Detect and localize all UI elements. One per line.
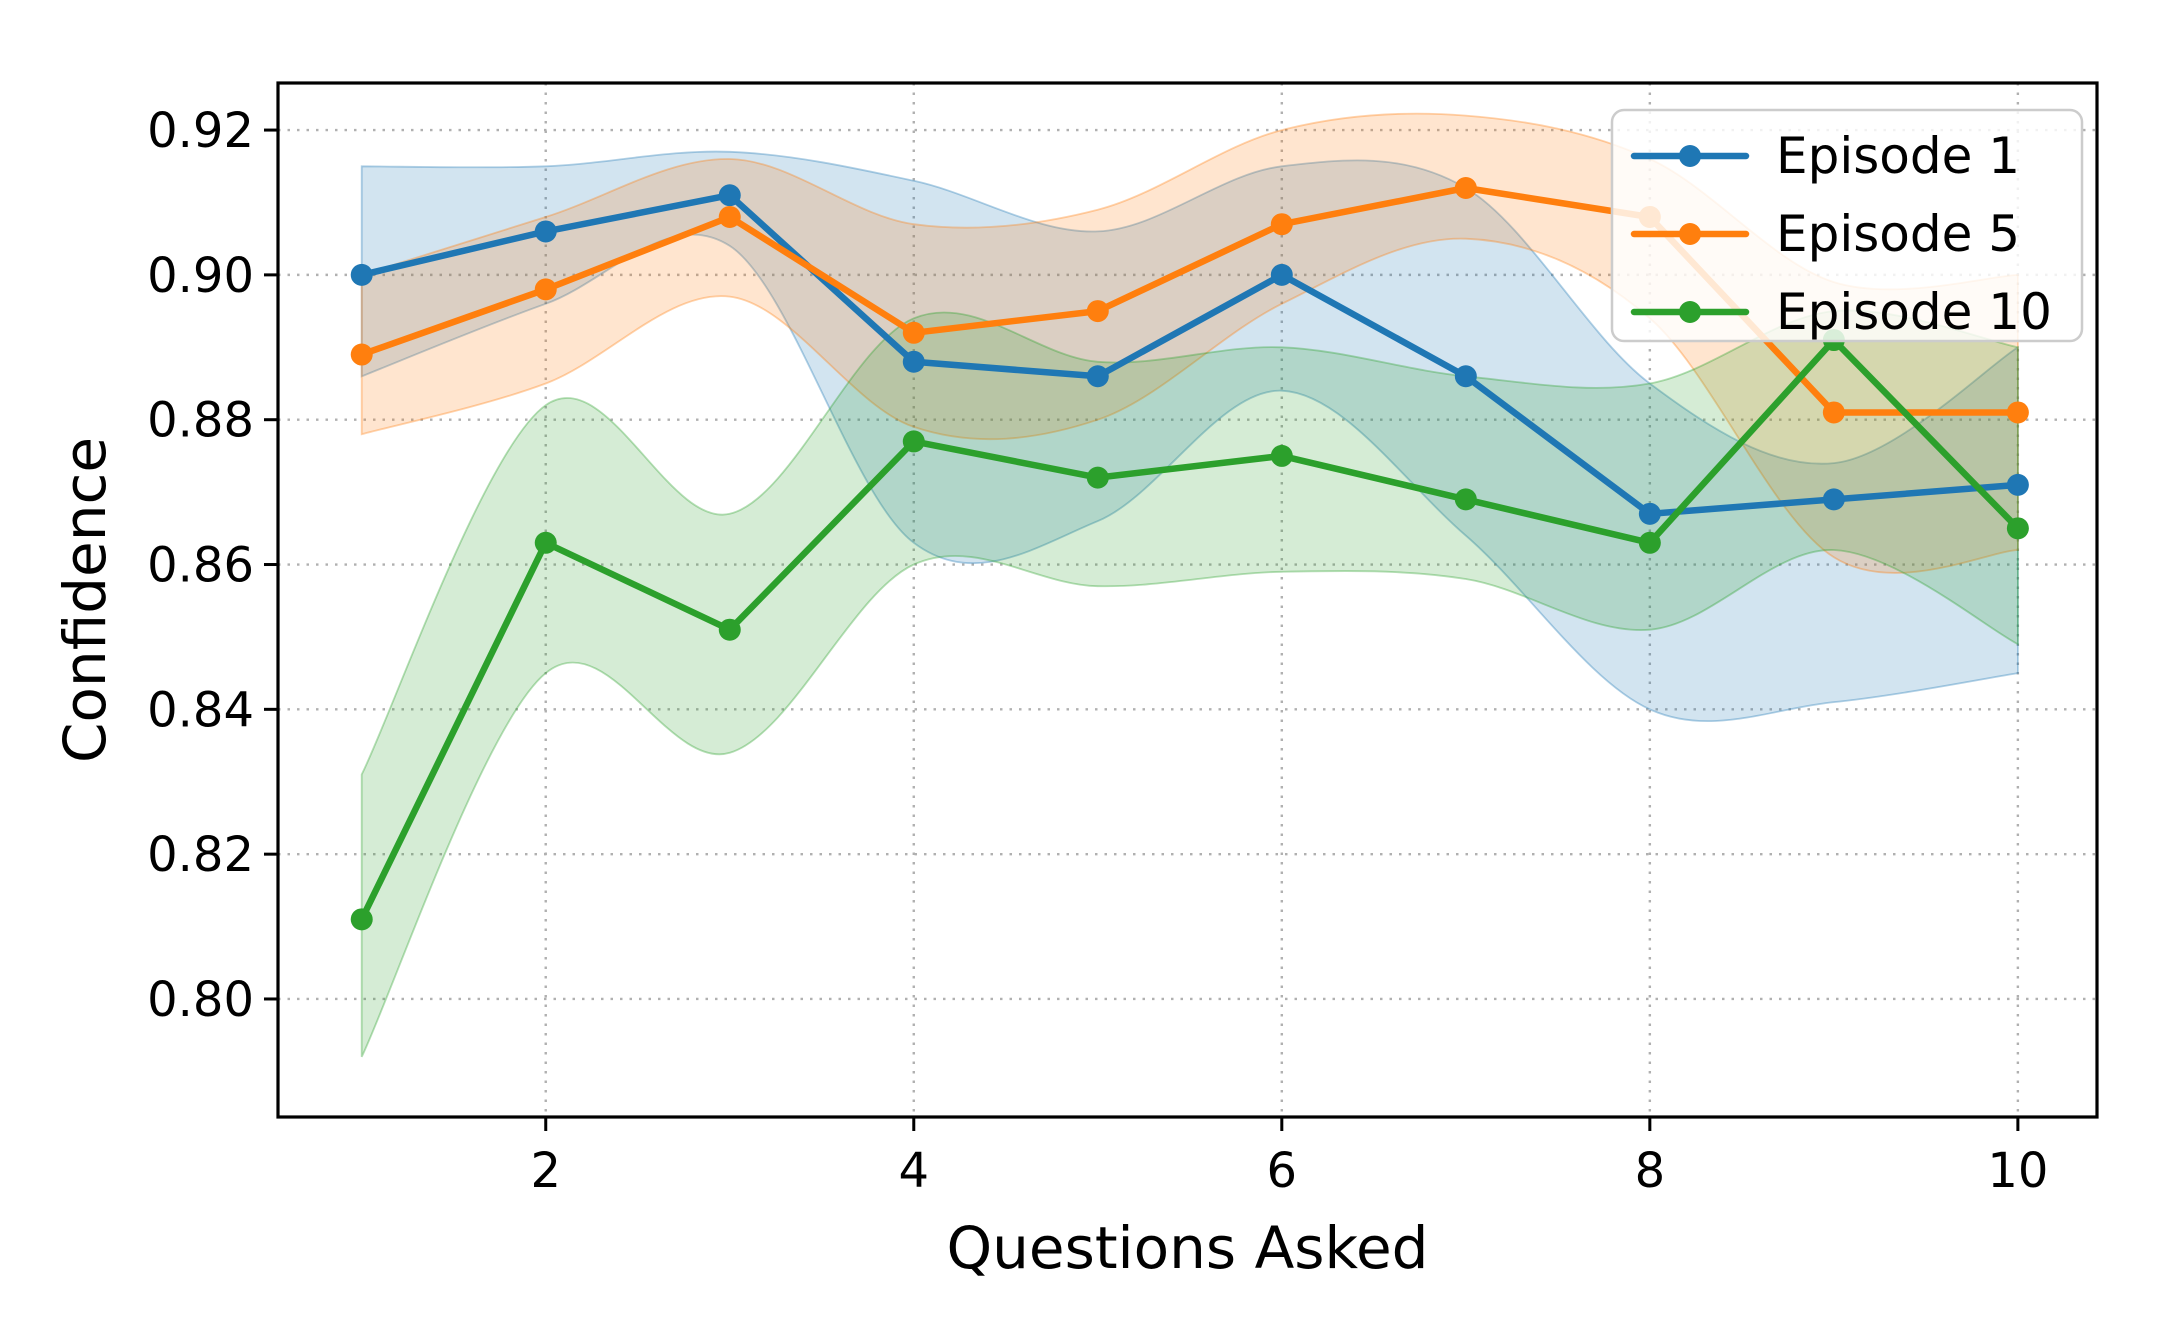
legend-label: Episode 1 xyxy=(1776,127,2020,185)
data-point-marker xyxy=(718,205,741,228)
data-point-marker xyxy=(1454,488,1477,511)
band-layer xyxy=(360,112,2019,1058)
y-tick-label-0.92: 0.92 xyxy=(147,103,254,159)
x-tick-label-2: 2 xyxy=(530,1143,561,1199)
legend-item-episode-10: Episode 10 xyxy=(1630,283,2052,341)
legend-marker-sample xyxy=(1679,301,1701,323)
legend-label: Episode 5 xyxy=(1776,205,2020,263)
data-point-marker xyxy=(1270,444,1293,467)
legend-item-episode-1: Episode 1 xyxy=(1630,127,2020,185)
y-tick-label-0.88: 0.88 xyxy=(147,393,254,449)
data-point-marker xyxy=(350,263,373,286)
data-point-marker xyxy=(718,184,741,207)
x-tick-label-10: 10 xyxy=(1987,1143,2048,1199)
data-point-marker xyxy=(1086,300,1109,323)
data-point-marker xyxy=(1270,213,1293,236)
data-point-marker xyxy=(2006,401,2029,424)
data-point-marker xyxy=(718,618,741,641)
confidence-band-episode-5 xyxy=(360,112,2019,574)
confidence-band-episode-10 xyxy=(360,309,2019,1058)
data-point-marker xyxy=(902,321,925,344)
data-point-marker xyxy=(1454,365,1477,388)
data-point-marker xyxy=(1270,263,1293,286)
data-point-marker xyxy=(1454,176,1477,199)
series-episode-1 xyxy=(350,184,2029,525)
data-point-marker xyxy=(1086,466,1109,489)
y-tick-label-0.84: 0.84 xyxy=(147,682,254,738)
data-point-marker xyxy=(902,350,925,373)
tick-layer: 2 4 6 8 10 0.80 0.82 0.84 0.86 0.88 0.90 0.92 xyxy=(147,103,2048,1199)
x-tick-label-4: 4 xyxy=(899,1143,930,1199)
data-point-marker xyxy=(350,343,373,366)
legend-label: Episode 10 xyxy=(1776,283,2052,341)
legend-marker-sample xyxy=(1679,145,1701,167)
data-point-marker xyxy=(534,278,557,301)
legend-item-episode-5: Episode 5 xyxy=(1630,205,2020,263)
y-axis-label: Confidence xyxy=(51,437,119,763)
series-line xyxy=(358,191,2022,518)
y-tick-label-0.86: 0.86 xyxy=(147,538,254,594)
data-point-marker xyxy=(1822,488,1845,511)
data-point-marker xyxy=(2006,517,2029,540)
x-tick-label-6: 6 xyxy=(1267,1143,1298,1199)
axes-spines xyxy=(276,81,2099,1119)
data-point-marker xyxy=(534,531,557,554)
legend: Episode 1 Episode 5 Episode 10 xyxy=(1610,108,2084,343)
data-point-marker xyxy=(1822,401,1845,424)
y-tick-label-0.82: 0.82 xyxy=(147,827,254,883)
data-point-marker xyxy=(350,908,373,931)
legend-box xyxy=(1610,108,2084,343)
x-axis-label: Questions Asked xyxy=(947,1214,1429,1282)
data-point-marker xyxy=(534,220,557,243)
data-point-marker xyxy=(1638,531,1661,554)
data-point-marker xyxy=(902,430,925,453)
y-tick-label-0.80: 0.80 xyxy=(147,972,254,1028)
data-point-marker xyxy=(1638,502,1661,525)
y-tick-label-0.90: 0.90 xyxy=(147,248,254,304)
series-line xyxy=(358,336,2022,923)
data-point-marker xyxy=(2006,473,2029,496)
legend-marker-sample xyxy=(1679,223,1701,245)
data-point-marker xyxy=(1086,365,1109,388)
x-tick-label-8: 8 xyxy=(1635,1143,1666,1199)
confidence-band-episode-1 xyxy=(360,150,2019,723)
